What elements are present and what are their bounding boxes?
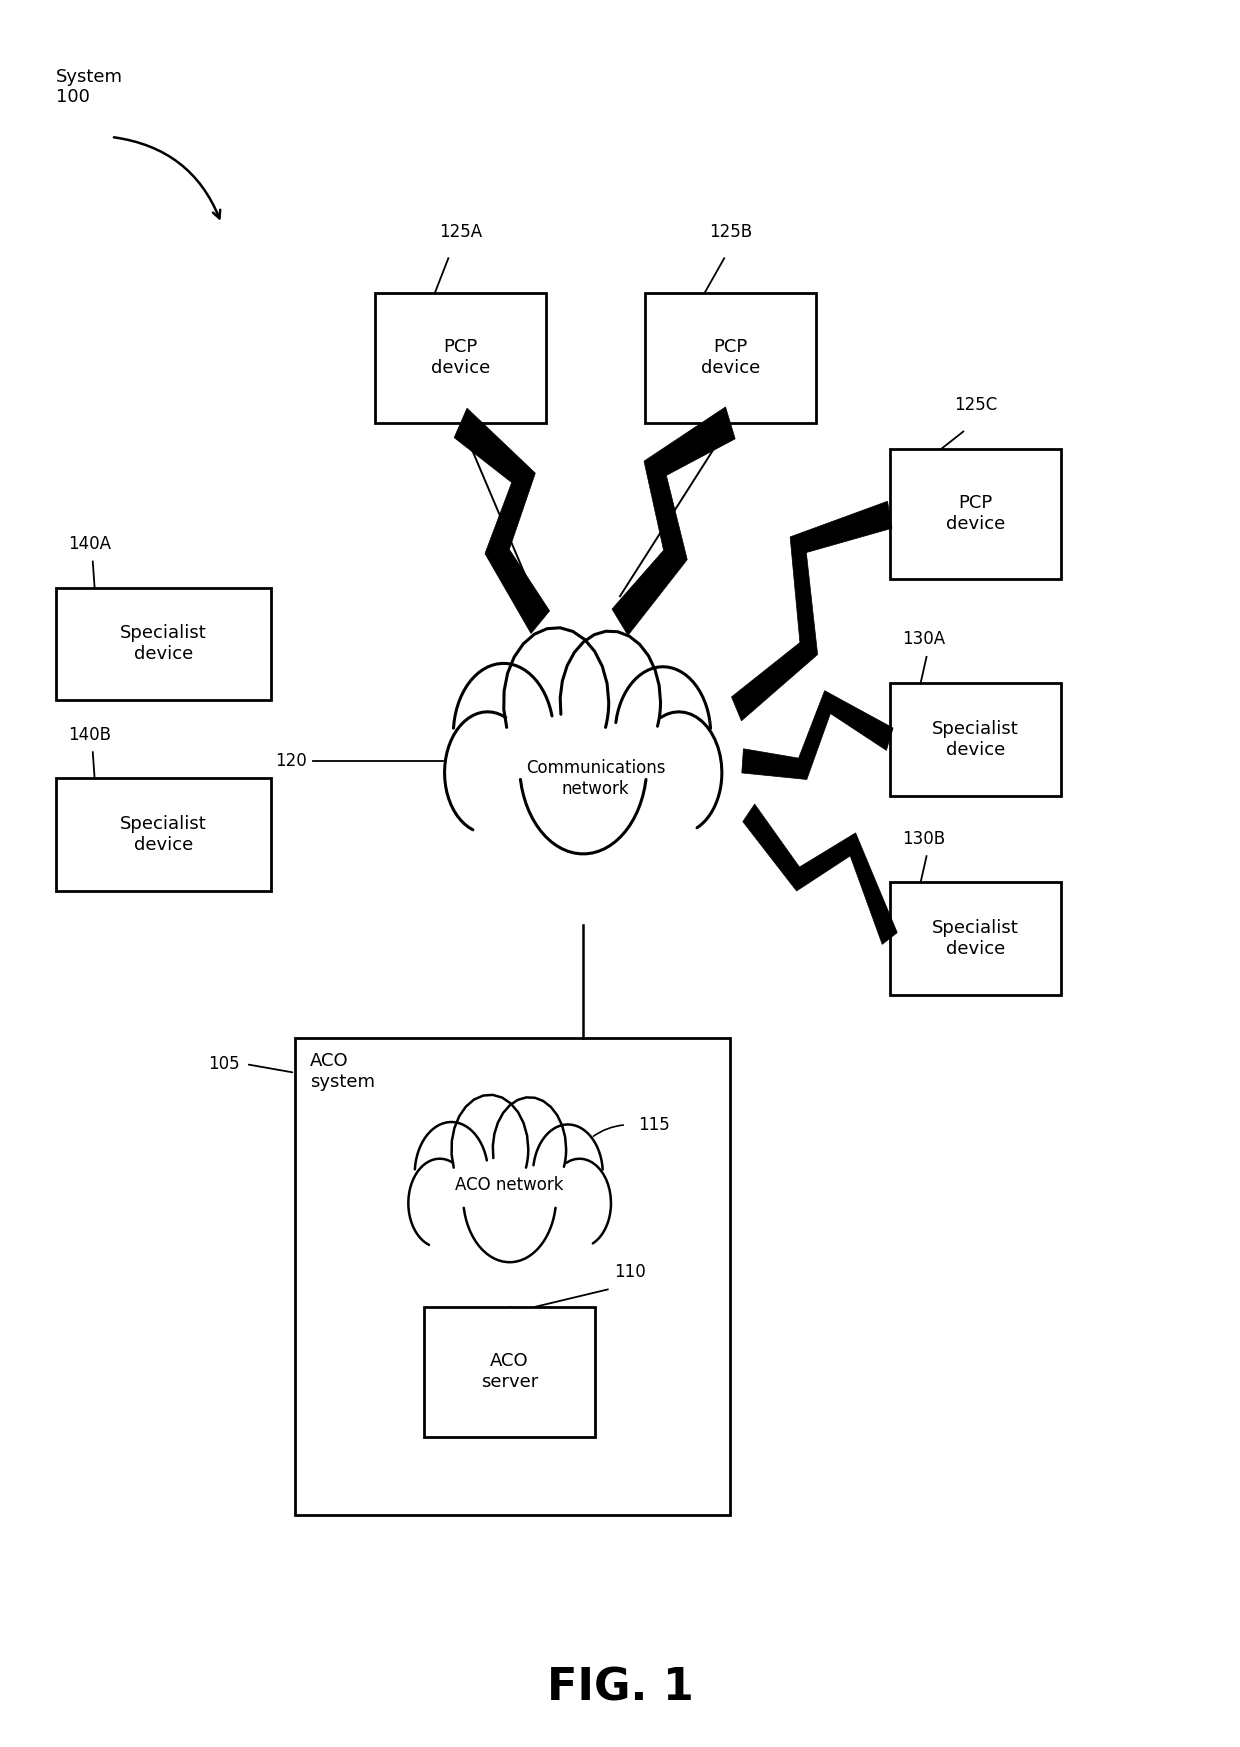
Text: 140A: 140A xyxy=(68,535,112,552)
Bar xyxy=(890,449,1061,578)
Bar xyxy=(56,777,270,891)
Text: 125C: 125C xyxy=(954,397,997,414)
Text: 125A: 125A xyxy=(439,224,482,241)
Polygon shape xyxy=(743,804,898,945)
Bar xyxy=(890,882,1061,994)
Bar xyxy=(645,293,816,423)
Text: 140B: 140B xyxy=(68,725,112,744)
Bar xyxy=(295,1038,730,1515)
Text: 130B: 130B xyxy=(901,830,945,847)
Bar xyxy=(890,683,1061,795)
Text: 125B: 125B xyxy=(709,224,751,241)
Text: 115: 115 xyxy=(639,1116,670,1134)
Text: ACO
server: ACO server xyxy=(481,1352,538,1391)
Ellipse shape xyxy=(424,620,743,886)
Polygon shape xyxy=(613,407,735,636)
Text: PCP
device: PCP device xyxy=(946,494,1006,533)
Text: 130A: 130A xyxy=(901,631,945,648)
Text: PCP
device: PCP device xyxy=(701,339,760,377)
Text: 120: 120 xyxy=(275,751,308,770)
Text: System
100: System 100 xyxy=(56,68,123,107)
Text: Specialist
device: Specialist device xyxy=(120,816,207,854)
Polygon shape xyxy=(454,409,549,634)
Ellipse shape xyxy=(393,1087,626,1289)
Text: FIG. 1: FIG. 1 xyxy=(547,1667,693,1710)
Text: Specialist
device: Specialist device xyxy=(932,919,1019,957)
Text: ACO
system: ACO system xyxy=(310,1052,374,1090)
Polygon shape xyxy=(742,690,893,779)
Text: Specialist
device: Specialist device xyxy=(120,624,207,664)
Text: Specialist
device: Specialist device xyxy=(932,720,1019,758)
Bar xyxy=(56,587,270,701)
Text: PCP
device: PCP device xyxy=(432,339,490,377)
Polygon shape xyxy=(732,501,892,722)
Text: Communications
network: Communications network xyxy=(526,758,665,798)
Text: 110: 110 xyxy=(614,1263,646,1281)
Bar xyxy=(424,1307,595,1436)
Bar xyxy=(374,293,547,423)
Text: 105: 105 xyxy=(208,1055,239,1073)
Text: ACO network: ACO network xyxy=(455,1176,564,1195)
